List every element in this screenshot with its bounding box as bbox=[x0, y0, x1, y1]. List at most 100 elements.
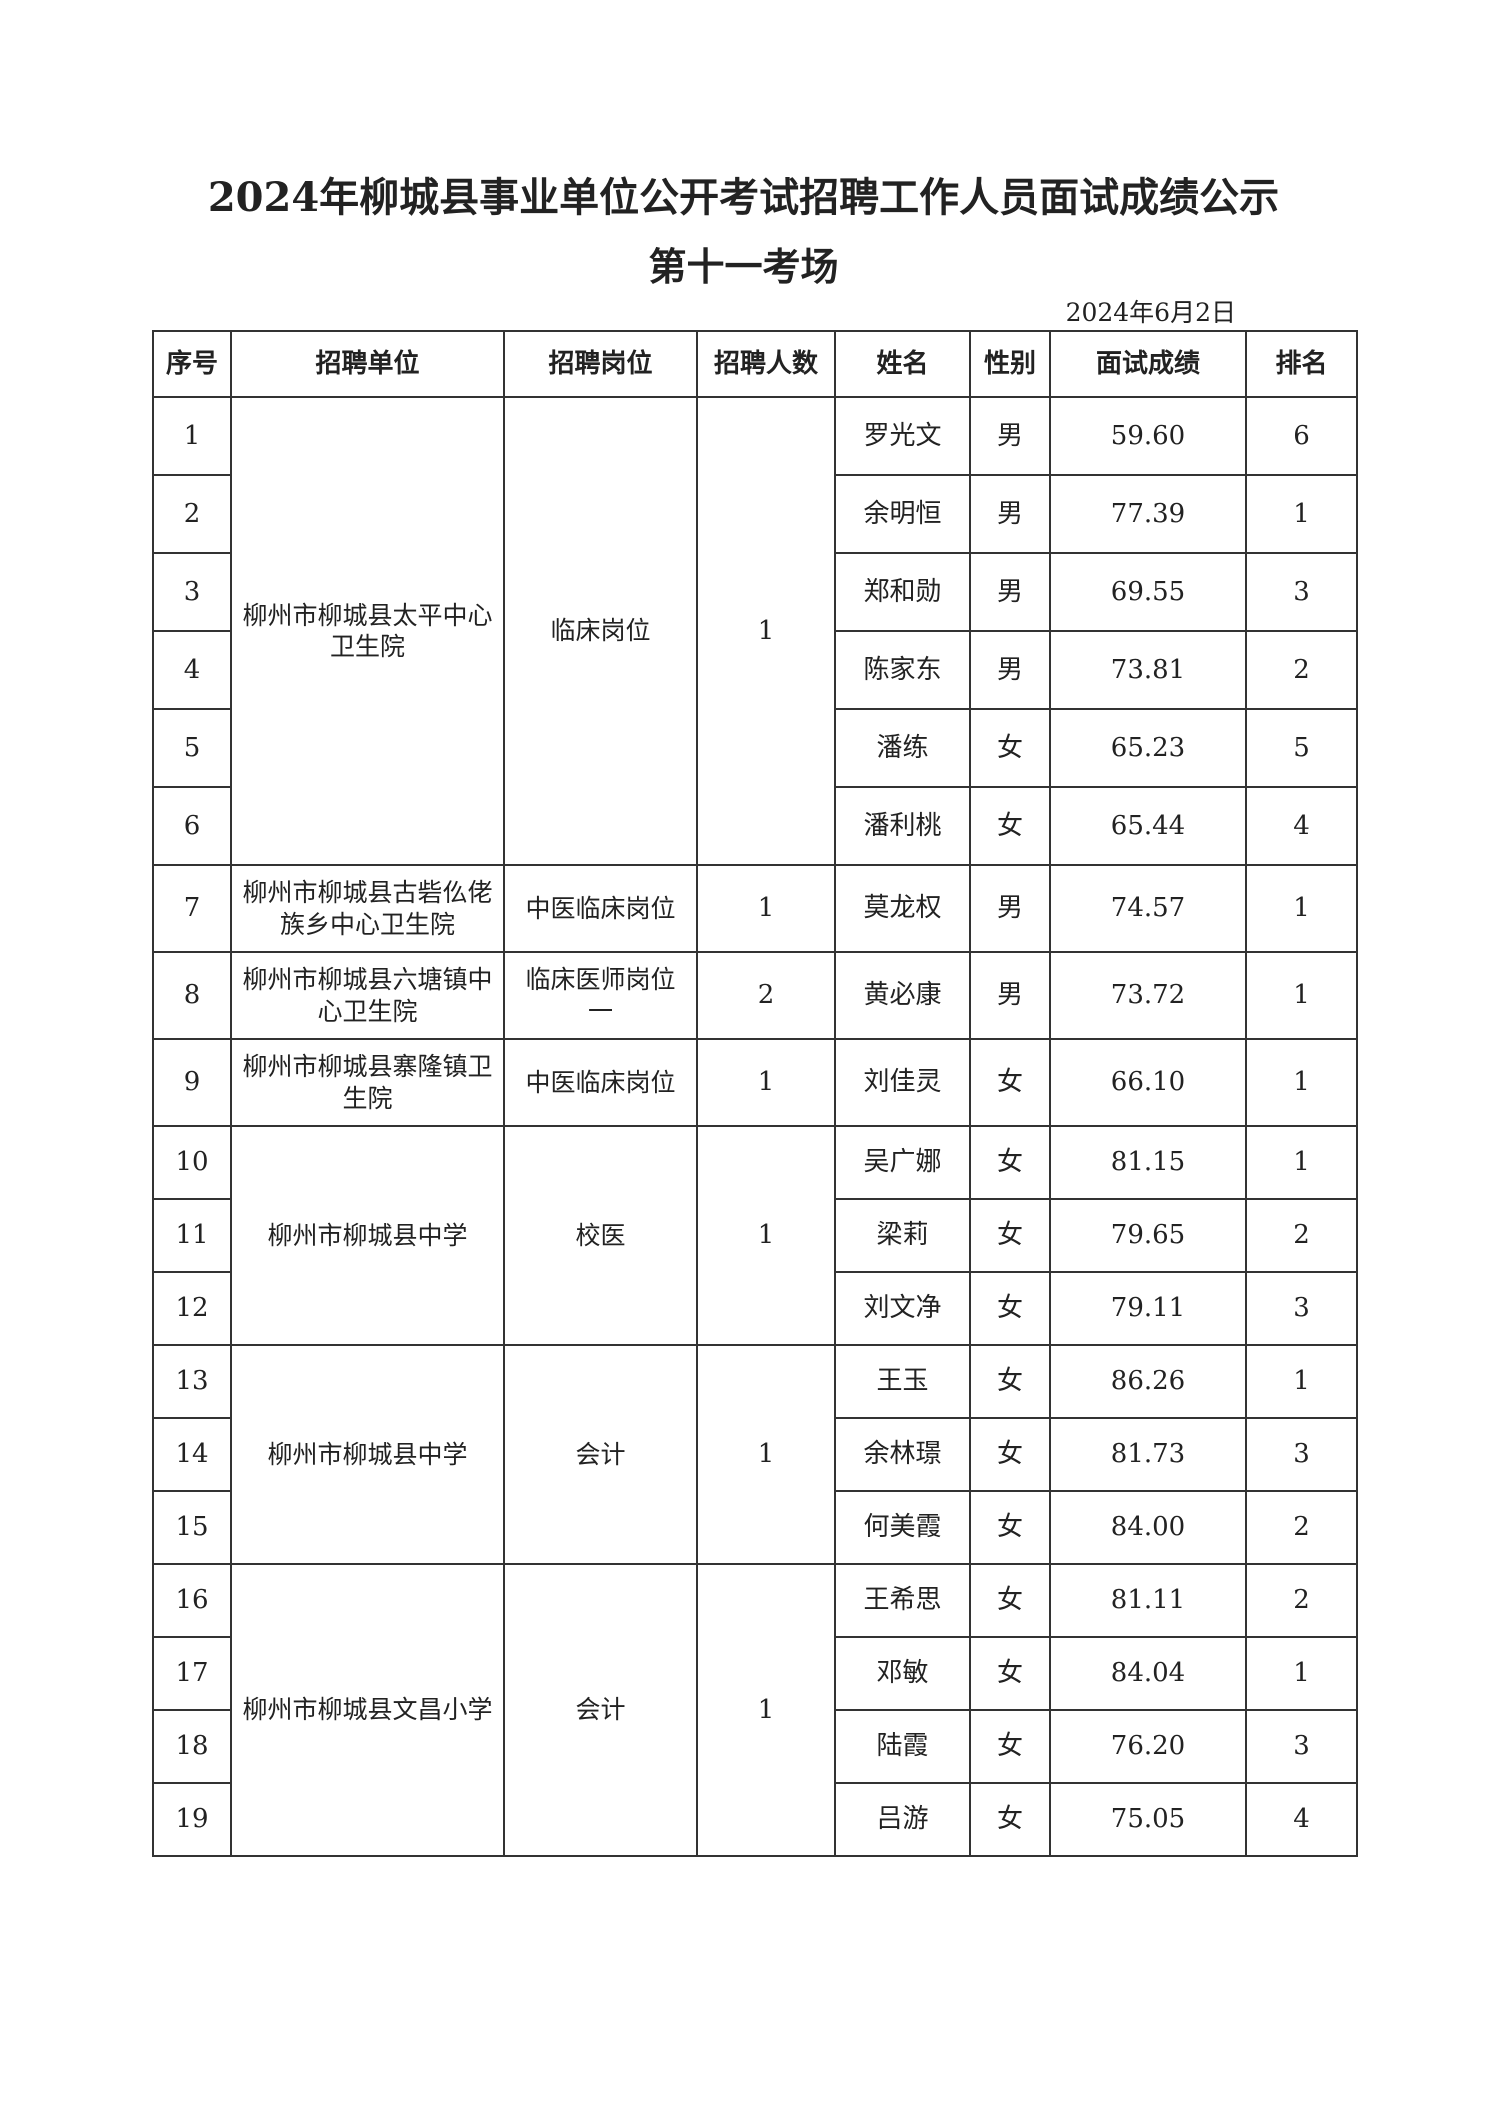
rank: 1 bbox=[1245, 474, 1358, 554]
candidate-gender: 女 bbox=[969, 708, 1051, 788]
interview-score: 74.57 bbox=[1049, 864, 1247, 953]
candidate-gender: 女 bbox=[969, 1038, 1051, 1127]
candidate-name: 刘文净 bbox=[834, 1271, 971, 1346]
interview-score: 66.10 bbox=[1049, 1038, 1247, 1127]
table-row: 6 潘利桃女 65.44 4 bbox=[152, 786, 1358, 866]
rank: 5 bbox=[1245, 708, 1358, 788]
interview-score: 65.44 bbox=[1049, 786, 1247, 866]
recruit-count: 1 bbox=[696, 396, 836, 866]
table-row: 2 余明恒男 77.39 1 bbox=[152, 474, 1358, 554]
table-row: 14 余林璟女 81.73 3 bbox=[152, 1417, 1358, 1492]
table-row: 16 柳州市柳城县文昌小学 会计 1 王希思女 81.11 2 bbox=[152, 1563, 1358, 1857]
header-count: 招聘人数 bbox=[696, 330, 836, 398]
candidate-name: 梁莉 bbox=[834, 1198, 971, 1273]
recruit-count: 2 bbox=[696, 951, 836, 1040]
interview-score: 69.55 bbox=[1049, 552, 1247, 632]
candidate-gender: 女 bbox=[969, 1490, 1051, 1565]
results-table: 序号 招聘单位 招聘岗位 招聘人数 姓名 性别 面试成绩 排名 1 柳州市柳城县太… bbox=[152, 330, 1358, 1857]
candidate-gender: 女 bbox=[969, 1782, 1051, 1857]
candidate-gender: 男 bbox=[969, 951, 1051, 1040]
candidate-name: 余明恒 bbox=[834, 474, 971, 554]
interview-score: 84.00 bbox=[1049, 1490, 1247, 1565]
rank: 6 bbox=[1245, 396, 1358, 476]
recruit-count: 1 bbox=[696, 1038, 836, 1127]
rank: 2 bbox=[1245, 1563, 1358, 1638]
candidate-name: 莫龙权 bbox=[834, 864, 971, 953]
row-number: 19 bbox=[152, 1782, 232, 1857]
row-number: 10 bbox=[152, 1125, 232, 1200]
table-row: 8 柳州市柳城县六塘镇中心卫生院 临床医师岗位一 2 黄必康男 73.72 1 bbox=[152, 951, 1358, 1040]
rank: 1 bbox=[1245, 1636, 1358, 1711]
rank: 3 bbox=[1245, 1271, 1358, 1346]
recruiting-unit: 柳州市柳城县太平中心卫生院 bbox=[230, 396, 505, 866]
candidate-name: 潘利桃 bbox=[834, 786, 971, 866]
page-subtitle: 第十一考场 bbox=[648, 244, 839, 289]
interview-score: 79.65 bbox=[1049, 1198, 1247, 1273]
rank: 2 bbox=[1245, 1490, 1358, 1565]
interview-score: 81.15 bbox=[1049, 1125, 1247, 1200]
table-row: 7 柳州市柳城县古砦仫佬族乡中心卫生院 中医临床岗位 1 莫龙权男 74.57 1 bbox=[152, 864, 1358, 953]
recruiting-post: 临床医师岗位一 bbox=[503, 951, 698, 1040]
publish-date: 2024年6月2日 bbox=[1065, 298, 1236, 327]
rank: 1 bbox=[1245, 1125, 1358, 1200]
candidate-name: 黄必康 bbox=[834, 951, 971, 1040]
row-number: 16 bbox=[152, 1563, 232, 1638]
table-header-row: 序号 招聘单位 招聘岗位 招聘人数 姓名 性别 面试成绩 排名 bbox=[152, 330, 1358, 398]
recruit-count: 1 bbox=[696, 1344, 836, 1565]
header-rank: 排名 bbox=[1245, 330, 1358, 398]
row-number: 7 bbox=[152, 864, 232, 953]
candidate-name: 陈家东 bbox=[834, 630, 971, 710]
row-number: 15 bbox=[152, 1490, 232, 1565]
candidate-gender: 女 bbox=[969, 1709, 1051, 1784]
rank: 2 bbox=[1245, 630, 1358, 710]
table-row: 12 刘文净女 79.11 3 bbox=[152, 1271, 1358, 1346]
header-gender: 性别 bbox=[969, 330, 1051, 398]
table-row: 10 柳州市柳城县中学 校医 1 吴广娜女 81.15 1 bbox=[152, 1125, 1358, 1346]
candidate-name: 吕游 bbox=[834, 1782, 971, 1857]
rank: 2 bbox=[1245, 1198, 1358, 1273]
interview-score: 73.81 bbox=[1049, 630, 1247, 710]
row-number: 9 bbox=[152, 1038, 232, 1127]
candidate-gender: 女 bbox=[969, 1344, 1051, 1419]
row-number: 14 bbox=[152, 1417, 232, 1492]
interview-score: 81.11 bbox=[1049, 1563, 1247, 1638]
interview-score: 73.72 bbox=[1049, 951, 1247, 1040]
recruiting-unit: 柳州市柳城县六塘镇中心卫生院 bbox=[230, 951, 505, 1040]
recruiting-post: 中医临床岗位 bbox=[503, 1038, 698, 1127]
header-score: 面试成绩 bbox=[1049, 330, 1247, 398]
recruiting-post: 会计 bbox=[503, 1563, 698, 1857]
candidate-gender: 女 bbox=[969, 1198, 1051, 1273]
candidate-name: 余林璟 bbox=[834, 1417, 971, 1492]
candidate-name: 陆霞 bbox=[834, 1709, 971, 1784]
recruit-count: 1 bbox=[696, 1563, 836, 1857]
interview-score: 84.04 bbox=[1049, 1636, 1247, 1711]
table-row: 1 柳州市柳城县太平中心卫生院 临床岗位 1 罗光文男 59.60 6 bbox=[152, 396, 1358, 866]
recruiting-unit: 柳州市柳城县古砦仫佬族乡中心卫生院 bbox=[230, 864, 505, 953]
candidate-name: 吴广娜 bbox=[834, 1125, 971, 1200]
row-number: 11 bbox=[152, 1198, 232, 1273]
interview-score: 79.11 bbox=[1049, 1271, 1247, 1346]
rank: 3 bbox=[1245, 1709, 1358, 1784]
table-row: 4 陈家东男 73.81 2 bbox=[152, 630, 1358, 710]
recruiting-unit: 柳州市柳城县中学 bbox=[230, 1344, 505, 1565]
interview-score: 65.23 bbox=[1049, 708, 1247, 788]
candidate-name: 罗光文 bbox=[834, 396, 971, 476]
row-number: 5 bbox=[152, 708, 232, 788]
table-row: 5 潘练女 65.23 5 bbox=[152, 708, 1358, 788]
candidate-gender: 男 bbox=[969, 396, 1051, 476]
candidate-gender: 女 bbox=[969, 786, 1051, 866]
rank: 4 bbox=[1245, 1782, 1358, 1857]
recruit-count: 1 bbox=[696, 1125, 836, 1346]
candidate-gender: 男 bbox=[969, 630, 1051, 710]
candidate-gender: 男 bbox=[969, 552, 1051, 632]
rank: 1 bbox=[1245, 1344, 1358, 1419]
table-row: 11 梁莉女 79.65 2 bbox=[152, 1198, 1358, 1273]
candidate-gender: 女 bbox=[969, 1271, 1051, 1346]
interview-score: 59.60 bbox=[1049, 396, 1247, 476]
recruit-count: 1 bbox=[696, 864, 836, 953]
header-post: 招聘岗位 bbox=[503, 330, 698, 398]
rank: 1 bbox=[1245, 864, 1358, 953]
row-number: 1 bbox=[152, 396, 232, 476]
header-unit: 招聘单位 bbox=[230, 330, 505, 398]
row-number: 6 bbox=[152, 786, 232, 866]
